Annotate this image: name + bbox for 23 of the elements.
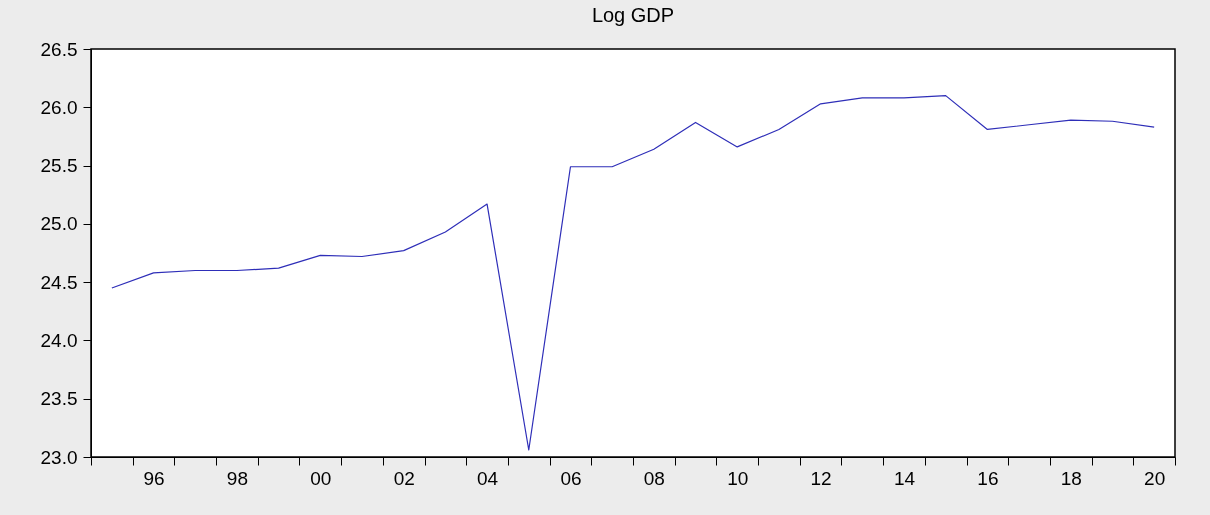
x-tick-label: 96	[143, 467, 165, 489]
x-tick-label: 02	[393, 467, 415, 489]
x-tick-label: 14	[893, 467, 916, 489]
chart-title: Log GDP	[591, 4, 675, 26]
y-tick-label: 24.5	[40, 271, 78, 293]
line-series	[111, 95, 1155, 451]
x-tick-label: 98	[226, 467, 248, 489]
x-tick-label: 08	[643, 467, 665, 489]
y-tick-label: 23.0	[40, 446, 78, 468]
y-tick-label: 25.5	[40, 155, 78, 177]
y-tick-label: 25.0	[40, 213, 78, 235]
x-tick-label: 20	[1144, 467, 1166, 489]
y-tick-label: 23.5	[40, 388, 78, 410]
x-tick-label: 04	[477, 467, 499, 489]
x-tick-label: 12	[810, 467, 832, 489]
x-tick-label: 18	[1060, 467, 1082, 489]
x-tick-label: 06	[560, 467, 582, 489]
x-tick-label: 00	[310, 467, 332, 489]
y-tick-label: 26.5	[40, 38, 78, 60]
x-tick-label: 16	[977, 467, 999, 489]
y-tick-label: 26.0	[40, 96, 78, 118]
x-tick-label: 10	[727, 467, 749, 489]
y-tick-label: 24.0	[40, 329, 78, 351]
